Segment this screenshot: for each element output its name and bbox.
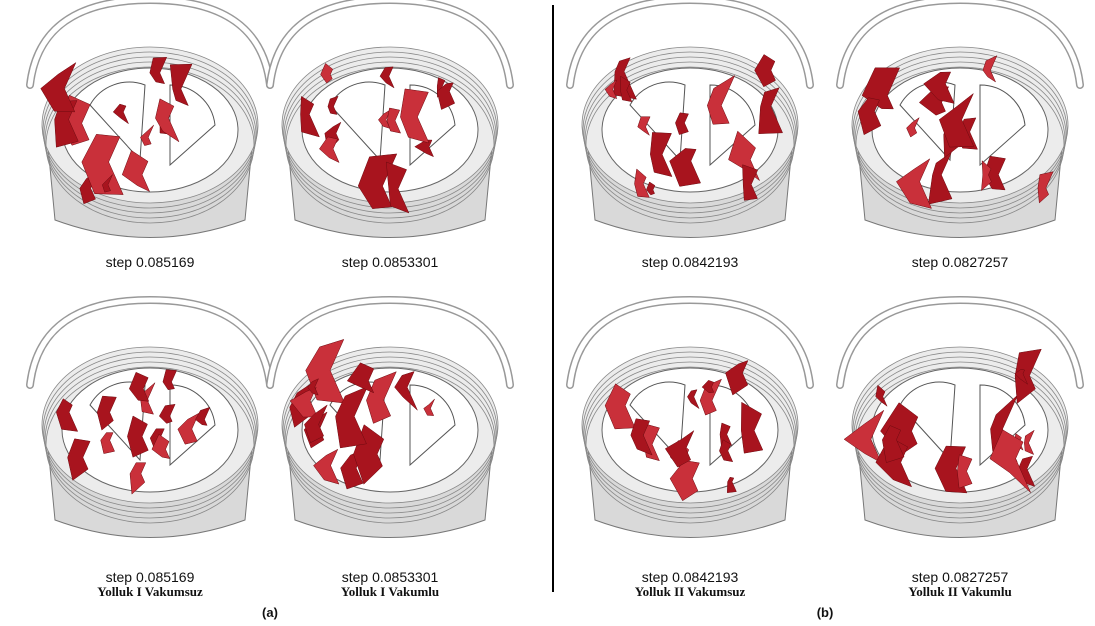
piston-render <box>570 300 810 538</box>
step-label: step 0.0853301 <box>342 569 439 585</box>
panel-label: (a) <box>262 605 278 620</box>
step-label: step 0.085169 <box>106 569 195 585</box>
figure: step 0.085169 step 0.0853301 step 0.085169… <box>0 0 1095 626</box>
step-label: step 0.0853301 <box>342 254 439 270</box>
piston-render <box>270 0 510 238</box>
step-label: step 0.0827257 <box>912 254 1009 270</box>
step-label: step 0.085169 <box>106 254 195 270</box>
step-label: step 0.0842193 <box>642 569 739 585</box>
column-caption: Yolluk II Vakumlu <box>908 584 1011 599</box>
piston-render <box>30 300 270 538</box>
panel-label: (b) <box>817 605 834 620</box>
column-caption: Yolluk I Vakumlu <box>341 584 439 599</box>
piston-render <box>30 0 270 238</box>
step-label: step 0.0842193 <box>642 254 739 270</box>
piston-render <box>570 0 810 238</box>
piston-render <box>840 0 1080 238</box>
column-caption: Yolluk I Vakumsuz <box>97 584 203 599</box>
bowl <box>62 368 238 492</box>
step-label: step 0.0827257 <box>912 569 1009 585</box>
piston-render <box>840 300 1080 538</box>
page: step 0.085169 step 0.0853301 step 0.085169… <box>0 0 1095 626</box>
piston-render <box>270 300 510 538</box>
column-caption: Yolluk II Vakumsuz <box>635 584 746 599</box>
